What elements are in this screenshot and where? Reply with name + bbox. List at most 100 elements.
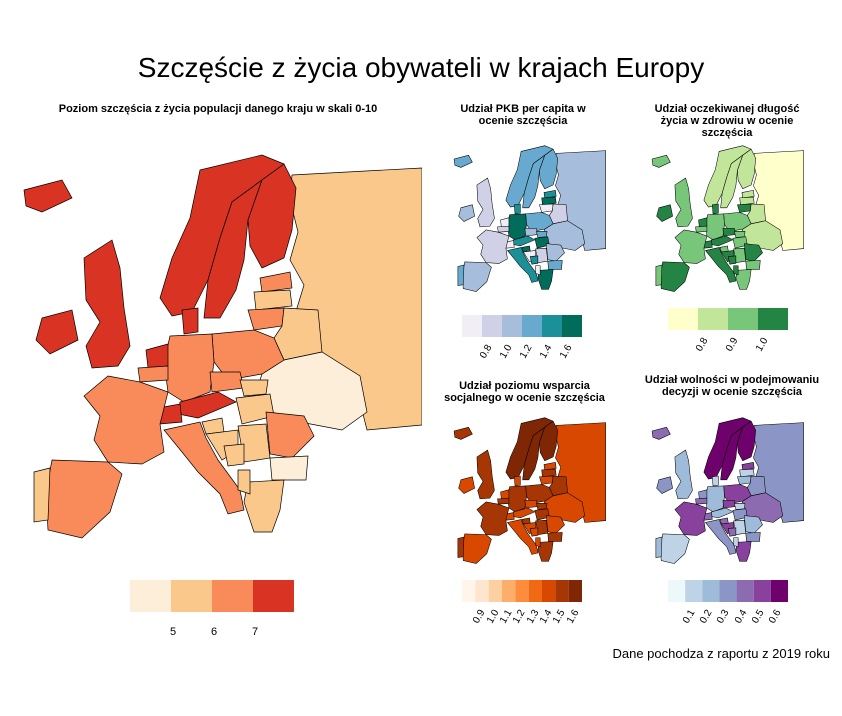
region-romania bbox=[743, 515, 763, 534]
data-source-note: Dane pochodza z raportu z 2019 roku bbox=[612, 646, 830, 661]
region-iceland bbox=[651, 426, 671, 440]
health-legend-swatch-1 bbox=[698, 308, 728, 330]
region-ireland bbox=[458, 204, 475, 222]
region-slovakia bbox=[536, 503, 548, 510]
health-legend-tick: 0.8 bbox=[694, 335, 711, 354]
social-legend-swatch-7 bbox=[555, 580, 569, 602]
region-portugal bbox=[457, 264, 465, 286]
region-italy bbox=[163, 421, 245, 515]
region-uk bbox=[83, 239, 131, 369]
region-germany bbox=[507, 213, 527, 241]
region-belgium bbox=[695, 497, 708, 505]
region-germany bbox=[705, 213, 725, 241]
region-poland bbox=[723, 484, 752, 504]
region-bulgaria bbox=[745, 532, 761, 542]
region-denmark bbox=[181, 307, 199, 335]
gdp-legend-tick: 1.6 bbox=[558, 342, 575, 361]
main-legend-swatches bbox=[130, 580, 294, 612]
region-czechia bbox=[524, 228, 539, 237]
region-finland bbox=[737, 148, 756, 190]
region-romania bbox=[743, 243, 763, 262]
region-ireland bbox=[656, 204, 673, 222]
main-legend bbox=[130, 580, 294, 612]
gdp-legend-tick: 0.8 bbox=[478, 342, 495, 361]
region-germany bbox=[163, 333, 215, 403]
region-ireland bbox=[35, 309, 79, 355]
region-slovakia bbox=[239, 379, 269, 397]
region-greece bbox=[537, 269, 554, 290]
freedom-legend-swatch-4 bbox=[736, 580, 754, 602]
region-bosnia bbox=[223, 443, 245, 467]
region-spain bbox=[660, 261, 690, 292]
region-bulgaria bbox=[547, 260, 563, 270]
region-ireland bbox=[458, 476, 475, 494]
region-italy bbox=[506, 519, 539, 555]
region-uk bbox=[476, 177, 495, 228]
social-legend-swatch-4 bbox=[515, 580, 529, 602]
region-iceland bbox=[23, 179, 73, 213]
legend-swatch-3 bbox=[253, 580, 294, 612]
gdp-legend-swatch-3 bbox=[522, 315, 542, 337]
region-latvia bbox=[541, 468, 557, 478]
region-albania bbox=[237, 469, 251, 495]
region-latvia bbox=[541, 196, 557, 206]
region-bulgaria bbox=[745, 260, 761, 270]
social-map-subtitle: Udział poziomu wsparcia socjalnego w oce… bbox=[444, 380, 605, 404]
health-map-subtitle: Udział oczekiwanej długość życia w zdrow… bbox=[654, 103, 800, 139]
region-netherlands bbox=[698, 489, 708, 500]
region-lithuania bbox=[539, 475, 554, 485]
region-slovakia bbox=[536, 231, 548, 238]
freedom-legend-tick: 0.5 bbox=[749, 607, 767, 626]
social-map bbox=[453, 417, 606, 564]
freedom-map-subtitle: Udział wolności w podejmowaniu decyzji w… bbox=[644, 374, 820, 398]
region-iceland bbox=[453, 426, 473, 440]
main-map-subtitle: Poziom szczęścia z życia populacji daneg… bbox=[58, 103, 378, 115]
region-denmark bbox=[711, 475, 719, 487]
region-germany bbox=[705, 485, 725, 513]
region-netherlands bbox=[145, 343, 169, 369]
region-czechia bbox=[209, 371, 245, 393]
freedom-legend-tick: 0.3 bbox=[715, 607, 732, 626]
region-estonia bbox=[543, 461, 557, 471]
region-poland bbox=[723, 212, 752, 232]
region-estonia bbox=[543, 189, 557, 199]
region-finland bbox=[539, 420, 558, 462]
region-greece bbox=[537, 541, 554, 562]
legend-swatch-0 bbox=[130, 580, 171, 612]
region-france bbox=[476, 229, 510, 264]
freedom-legend-swatch-6 bbox=[770, 580, 788, 602]
region-italy bbox=[704, 247, 737, 283]
region-greece bbox=[735, 541, 752, 562]
region-bulgaria bbox=[547, 532, 563, 542]
gdp-legend-swatch-1 bbox=[482, 315, 502, 337]
social-legend-swatch-6 bbox=[542, 580, 556, 602]
region-spain bbox=[660, 533, 690, 564]
freedom-legend bbox=[668, 580, 788, 602]
social-legend-swatch-3 bbox=[502, 580, 516, 602]
region-romania bbox=[265, 411, 315, 459]
region-finland bbox=[737, 420, 756, 462]
region-latvia bbox=[253, 289, 293, 311]
social-legend-swatch-8 bbox=[568, 580, 582, 602]
freedom-legend-tick: 0.1 bbox=[681, 607, 698, 626]
social-legend-swatch-5 bbox=[528, 580, 542, 602]
region-romania bbox=[545, 515, 565, 534]
health-legend bbox=[668, 308, 788, 330]
region-lithuania bbox=[247, 307, 285, 331]
region-bosnia bbox=[727, 255, 737, 265]
gdp-legend-swatch-2 bbox=[502, 315, 522, 337]
gdp-legend-tick: 1.0 bbox=[498, 342, 515, 361]
region-albania bbox=[535, 265, 541, 276]
main-legend-tick-7: 7 bbox=[252, 626, 259, 638]
region-iceland bbox=[651, 154, 671, 168]
freedom-legend-tick: 0.2 bbox=[698, 607, 715, 626]
region-denmark bbox=[711, 203, 719, 215]
region-romania bbox=[545, 243, 565, 262]
health-legend-swatch-2 bbox=[728, 308, 758, 330]
main-legend-tick-5: 5 bbox=[170, 626, 177, 638]
region-czechia bbox=[722, 228, 737, 237]
region-denmark bbox=[513, 203, 521, 215]
freedom-legend-swatch-2 bbox=[702, 580, 720, 602]
region-ireland bbox=[656, 476, 673, 494]
region-bosnia bbox=[727, 527, 737, 537]
